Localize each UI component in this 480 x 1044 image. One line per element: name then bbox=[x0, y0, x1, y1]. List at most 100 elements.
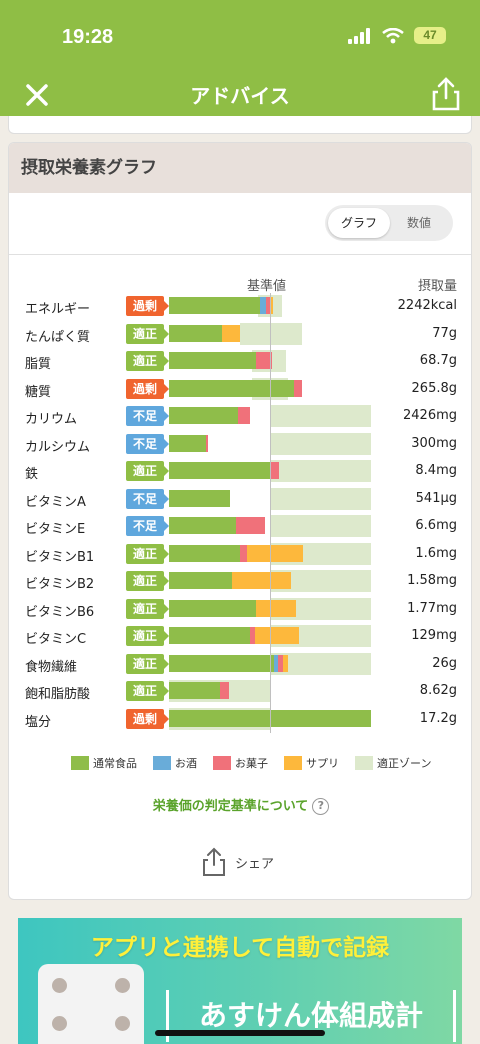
bar-segment-supplement bbox=[221, 324, 240, 342]
appropriate-zone bbox=[270, 652, 371, 675]
nutrient-row: 塩分 過剰 17.2g bbox=[9, 706, 471, 733]
bar-segment-supplement bbox=[254, 627, 300, 644]
status-badge: 不足 bbox=[126, 433, 169, 454]
intake-value: 8.62g bbox=[419, 683, 457, 698]
nutrient-name: 飽和脂肪酸 bbox=[25, 687, 91, 702]
close-icon[interactable] bbox=[22, 80, 52, 110]
status-badge: 不足 bbox=[126, 406, 169, 426]
intake-value: 129mg bbox=[411, 628, 457, 643]
bar-segment-normal-food bbox=[169, 572, 232, 589]
bar-segment-sweets bbox=[235, 517, 265, 534]
nutrient-name: 脂質 bbox=[25, 357, 52, 372]
status-badge: 過剰 bbox=[126, 296, 169, 316]
bar-segment-normal-food bbox=[169, 379, 295, 397]
reference-line bbox=[270, 293, 271, 733]
bar-segment-sweets bbox=[278, 654, 284, 672]
status-time: 19:28 bbox=[62, 26, 114, 48]
nutrient-row: ビタミンB6 適正 1.77mg bbox=[9, 596, 471, 623]
status-badge: 適正 bbox=[126, 543, 169, 564]
appropriate-zone bbox=[270, 487, 371, 510]
status-badge: 適正 bbox=[126, 653, 169, 674]
toggle-graph[interactable]: グラフ bbox=[328, 208, 390, 238]
nutrient-name: カリウム bbox=[25, 412, 78, 427]
legend-item: サプリ bbox=[284, 755, 339, 771]
bar-segment-normal-food bbox=[169, 489, 230, 507]
bar-segment-normal-food bbox=[169, 654, 275, 672]
intake-value: 300mg bbox=[411, 435, 457, 451]
intake-value: 8.4mg bbox=[415, 463, 457, 478]
bar-segment-alcohol bbox=[274, 654, 279, 672]
status-badge: 適正 bbox=[126, 681, 169, 701]
bar-segment-sweets bbox=[255, 352, 273, 369]
nutrient-name: ビタミンB2 bbox=[25, 577, 95, 592]
criteria-label[interactable]: 栄養価の判定基準について bbox=[152, 799, 309, 814]
signal-icon bbox=[348, 27, 370, 44]
toggle-numeric[interactable]: 数値 bbox=[406, 216, 431, 230]
help-icon[interactable]: ? bbox=[312, 798, 330, 815]
bar-segment-sweets bbox=[265, 297, 270, 314]
bar-segment-normal-food bbox=[169, 434, 207, 452]
bar-segment-supplement bbox=[270, 297, 274, 314]
nutrient-name: カルシウム bbox=[25, 439, 91, 455]
legend-label: お酒 bbox=[175, 757, 197, 770]
intake-value: 1.77mg bbox=[407, 600, 457, 616]
nutrient-name: ビタミンA bbox=[25, 494, 86, 510]
legend-swatch bbox=[153, 756, 171, 770]
bar-segment-normal-food bbox=[169, 544, 240, 562]
nutrient-row: ビタミンA 不足 541μg bbox=[9, 486, 471, 513]
bar-segment-sweets bbox=[239, 544, 247, 562]
nutrient-row: 糖質 過剰 265.8g bbox=[9, 376, 471, 403]
home-indicator bbox=[155, 1030, 325, 1036]
intake-value: 26g bbox=[432, 655, 457, 671]
card-title: 摂取栄養素グラフ bbox=[9, 143, 471, 193]
previous-card-edge bbox=[8, 116, 472, 134]
banner-product: あすけん体組成計 bbox=[166, 990, 456, 1042]
bar-segment-sweets bbox=[249, 627, 255, 644]
appropriate-zone bbox=[270, 515, 371, 537]
intake-value: 1.6mg bbox=[415, 545, 457, 561]
share-button[interactable]: シェア bbox=[201, 847, 274, 877]
status-badge: 適正 bbox=[126, 626, 169, 646]
bar-segment-sweets bbox=[206, 434, 209, 452]
bar-segment-normal-food bbox=[169, 599, 256, 617]
legend-item: お酒 bbox=[153, 755, 197, 771]
nutrient-name: 鉄 bbox=[25, 467, 39, 482]
nutrient-name: ビタミンC bbox=[25, 632, 87, 647]
bar-segment-supplement bbox=[246, 544, 304, 562]
share-icon[interactable] bbox=[430, 76, 462, 112]
nutrient-row: ビタミンC 適正 129mg bbox=[9, 623, 471, 650]
nutrient-name: ビタミンB1 bbox=[25, 549, 95, 565]
banner-headline: アプリと連携して自動で記録 bbox=[90, 935, 390, 961]
nutrient-name: たんぱく質 bbox=[25, 329, 91, 345]
nutrient-name: 糖質 bbox=[25, 384, 52, 400]
bar-segment-sweets bbox=[270, 462, 280, 479]
nutrient-name: 塩分 bbox=[25, 714, 52, 730]
legend-label: 通常食品 bbox=[93, 757, 137, 770]
share-icon bbox=[203, 847, 225, 876]
nutrient-name: ビタミンB6 bbox=[25, 604, 95, 620]
legend-label: お菓子 bbox=[235, 757, 268, 770]
bar-segment-normal-food bbox=[169, 517, 236, 534]
status-icons: 47 bbox=[348, 27, 446, 44]
promo-banner[interactable]: アプリと連携して自動で記録 あすけん体組成計 bbox=[18, 918, 462, 1044]
nutrient-row: 飽和脂肪酸 適正 8.62g bbox=[9, 678, 471, 705]
status-bar: 19:28 47 bbox=[0, 0, 480, 76]
nutrient-row: 脂質 適正 68.7g bbox=[9, 348, 471, 375]
status-badge: 過剰 bbox=[126, 378, 169, 399]
criteria-link[interactable]: 栄養価の判定基準について? bbox=[9, 795, 471, 815]
scale-device-image bbox=[38, 964, 144, 1044]
nutrient-row: 食物繊維 適正 26g bbox=[9, 651, 471, 678]
status-badge: 不足 bbox=[126, 488, 169, 509]
intake-value: 2426mg bbox=[403, 408, 457, 423]
battery-icon: 47 bbox=[414, 27, 446, 44]
intake-value: 2242kcal bbox=[397, 298, 457, 313]
nutrient-row: カリウム 不足 2426mg bbox=[9, 403, 471, 430]
bar-segment-normal-food bbox=[169, 462, 270, 479]
bar-segment-alcohol bbox=[259, 297, 266, 314]
status-badge: 適正 bbox=[126, 351, 169, 371]
bar-segment-sweets bbox=[219, 682, 229, 699]
appropriate-zone bbox=[270, 460, 371, 482]
nav-bar: アドバイス bbox=[0, 76, 480, 116]
legend-swatch bbox=[71, 756, 89, 770]
status-badge: 過剰 bbox=[126, 708, 169, 729]
